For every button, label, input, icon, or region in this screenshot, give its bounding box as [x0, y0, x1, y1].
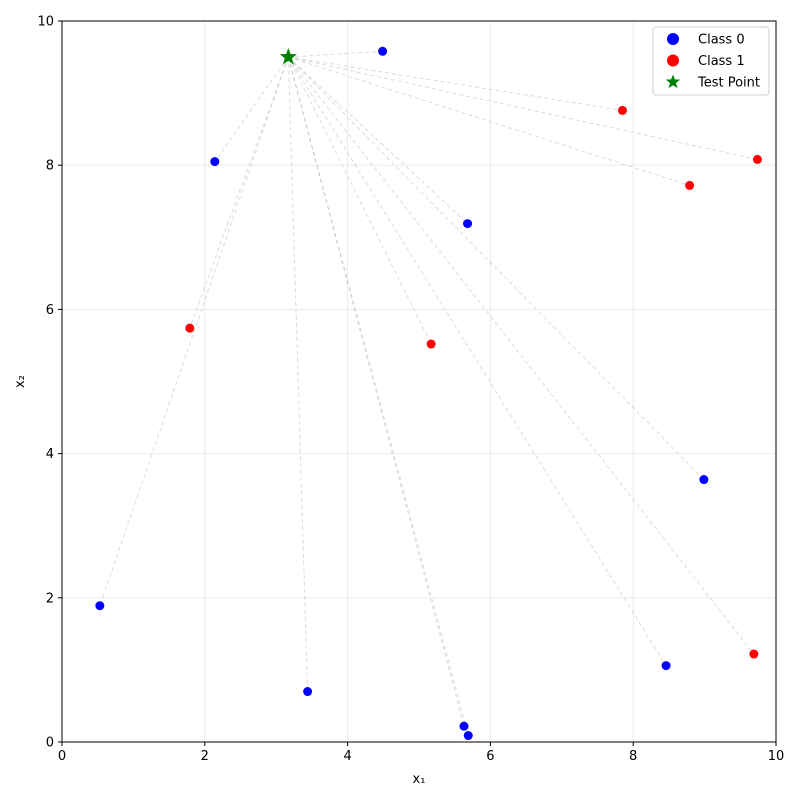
class-0-point [463, 219, 473, 229]
legend-box [652, 26, 770, 96]
x-tick-label: 8 [629, 749, 637, 764]
class-1-point [185, 323, 195, 333]
data-points [95, 46, 762, 741]
distance-line [189, 56, 289, 329]
grid-lines [61, 20, 777, 743]
y-tick-label: 6 [46, 303, 54, 318]
connection-lines [99, 50, 758, 736]
class-1-point [617, 105, 627, 115]
plot-frame [61, 20, 777, 743]
class-0-point [459, 721, 469, 731]
class-0-point [303, 687, 313, 697]
legend-test-point-icon [665, 74, 681, 89]
legend-class-0-icon [667, 33, 679, 45]
class-1-point [749, 649, 759, 659]
legend: Class 0 Class 1 Test Point [652, 26, 770, 96]
x-tick-label: 4 [343, 749, 351, 764]
legend-test-point-label: Test Point [697, 76, 760, 91]
legend-class-1-label: Class 1 [698, 54, 745, 69]
class-1-point [752, 154, 762, 164]
distance-line [287, 56, 755, 655]
distance-line [287, 56, 469, 736]
y-tick-label: 10 [37, 15, 54, 30]
y-axis-label: x₂ [13, 375, 28, 388]
legend-class-0-label: Class 0 [698, 33, 745, 48]
class-0-point [699, 475, 709, 485]
test-point-marker [279, 48, 297, 65]
class-0-point [378, 46, 388, 56]
class-0-point [661, 661, 671, 671]
y-tick-label: 4 [46, 447, 54, 462]
distance-line [288, 56, 758, 160]
distance-line [288, 56, 623, 111]
y-tick-label: 2 [46, 591, 54, 606]
distance-line [287, 57, 309, 692]
distance-line [287, 56, 468, 224]
class-0-point [463, 731, 473, 741]
distance-line [287, 56, 432, 345]
distance-line [287, 56, 705, 480]
x-tick-label: 2 [201, 749, 209, 764]
distance-line [288, 56, 690, 186]
class-1-point [426, 339, 436, 349]
distance-line [214, 56, 289, 162]
y-tick-label: 0 [46, 736, 54, 751]
x-tick-label: 0 [58, 749, 66, 764]
x-axis-label: x₁ [413, 772, 426, 787]
distance-line [287, 56, 667, 666]
x-tick-label: 10 [768, 749, 785, 764]
y-tick-label: 8 [46, 159, 54, 174]
distance-line [99, 56, 289, 606]
distance-line [288, 50, 383, 58]
x-tick-label: 6 [486, 749, 494, 764]
distance-line [287, 56, 465, 727]
class-1-point [685, 180, 695, 190]
class-0-point [210, 157, 220, 167]
legend-class-1-icon [667, 54, 679, 67]
axis-ticks: 0 2 4 6 8 10 0 2 4 6 8 10 [37, 15, 784, 765]
class-0-point [95, 601, 105, 611]
